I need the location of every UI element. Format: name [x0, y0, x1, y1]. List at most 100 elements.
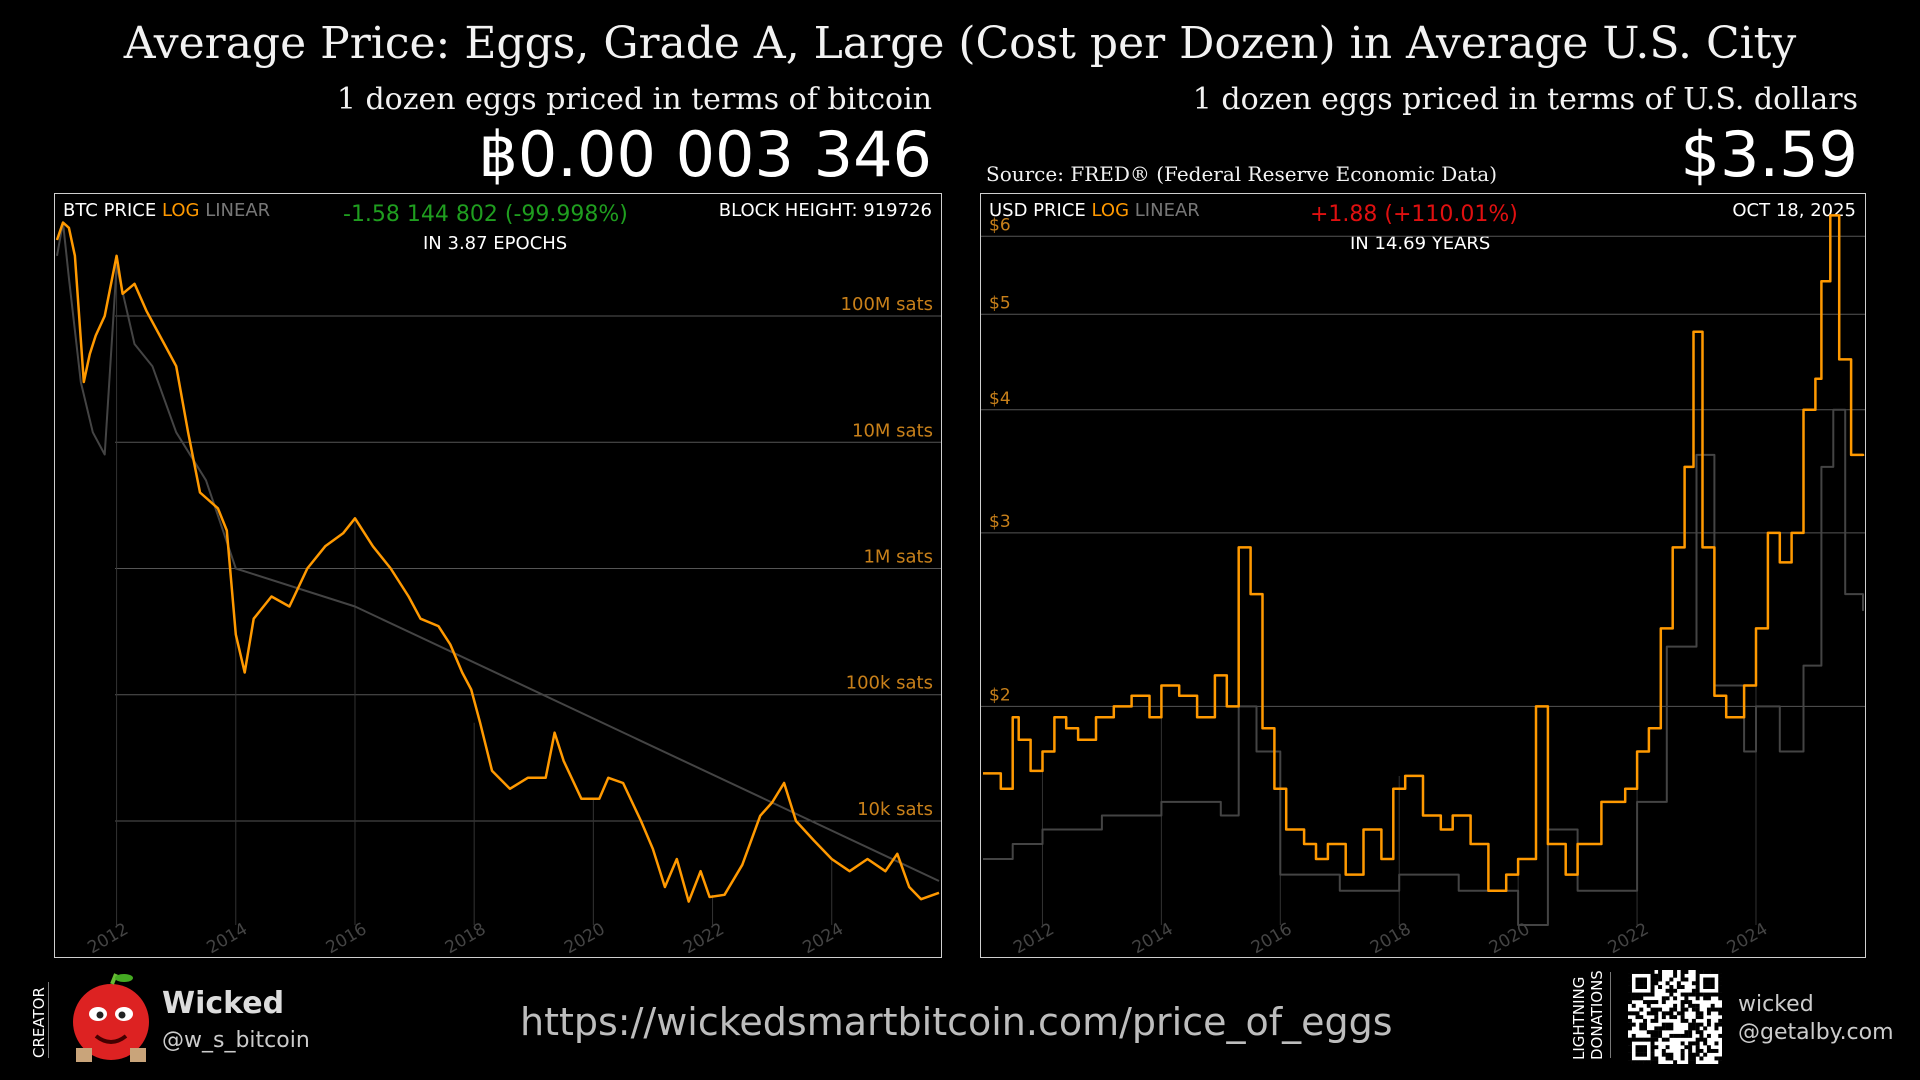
qr-module [1646, 1030, 1651, 1035]
qr-module [1665, 1037, 1670, 1042]
qr-module [1643, 1026, 1647, 1031]
qr-module [1646, 970, 1651, 974]
qr-module [1699, 1037, 1704, 1042]
x-tick-label: 2024 [799, 919, 846, 957]
qr-module [1631, 996, 1636, 1001]
qr-module [1643, 985, 1647, 989]
qr-module [1680, 1033, 1685, 1038]
qr-module [1669, 1052, 1674, 1057]
qr-module [1688, 1033, 1693, 1038]
qr-module [1680, 1048, 1685, 1053]
qr-module [1665, 1045, 1670, 1050]
qr-module [1628, 1048, 1632, 1053]
x-tick-label: 2024 [1724, 919, 1771, 957]
lightning-user: wicked [1738, 992, 1814, 1017]
qr-module [1695, 1007, 1700, 1012]
qr-module [1710, 1007, 1715, 1012]
creator-handle[interactable]: @w_s_bitcoin [162, 1028, 310, 1053]
qr-module [1680, 992, 1685, 997]
usd-change: +1.88 (+110.01%) [1310, 202, 1518, 227]
qr-module [1673, 1007, 1678, 1012]
qr-module [1710, 977, 1715, 982]
qr-module [1661, 1026, 1666, 1031]
qr-module [1684, 1045, 1689, 1050]
qr-module [1718, 981, 1722, 986]
qr-module [1669, 1015, 1674, 1020]
qr-module [1688, 1026, 1693, 1031]
qr-module [1650, 992, 1655, 997]
qr-module [1688, 1048, 1693, 1053]
qr-code-icon[interactable] [1628, 970, 1722, 1064]
qr-module [1669, 1011, 1674, 1016]
btc-scale-toggle[interactable]: BTC PRICE LOG LINEAR [63, 200, 270, 221]
qr-module [1628, 1022, 1632, 1027]
qr-module [1688, 1003, 1693, 1008]
qr-module [1673, 970, 1678, 974]
qr-module [1703, 1037, 1708, 1042]
qr-module [1654, 1060, 1659, 1064]
qr-module [1643, 1037, 1647, 1042]
avatar [73, 973, 149, 1062]
qr-module [1706, 977, 1711, 982]
qr-module [1718, 970, 1722, 974]
qr-module [1706, 1022, 1711, 1027]
qr-module [1710, 1048, 1715, 1053]
x-tick-label: 2018 [1367, 919, 1414, 957]
qr-module [1703, 977, 1708, 982]
qr-module [1673, 1003, 1678, 1008]
qr-module [1669, 988, 1674, 993]
qr-module [1714, 1041, 1719, 1046]
page-url-link[interactable]: https://wickedsmartbitcoin.com/price_of_… [520, 1000, 1393, 1044]
btc-price: ฿0.00 003 346 [478, 118, 932, 191]
y-tick-label: $2 [989, 685, 1011, 705]
usd-log-option[interactable]: LOG [1091, 200, 1130, 221]
qr-module [1695, 1045, 1700, 1050]
qr-module [1628, 985, 1632, 989]
qr-module [1650, 1018, 1655, 1023]
qr-module [1654, 973, 1659, 978]
qr-module [1691, 1003, 1696, 1008]
qr-module [1706, 1045, 1711, 1050]
qr-module [1665, 1026, 1670, 1031]
qr-module [1643, 977, 1647, 982]
qr-module [1691, 1007, 1696, 1012]
qr-module [1695, 977, 1700, 982]
usd-linear-option[interactable]: LINEAR [1134, 200, 1200, 221]
qr-module [1635, 985, 1640, 989]
qr-module [1650, 1030, 1655, 1035]
usd-scale-label: USD PRICE [989, 200, 1086, 221]
qr-module [1695, 981, 1700, 986]
usd-scale-toggle[interactable]: USD PRICE LOG LINEAR [989, 200, 1200, 221]
qr-module [1635, 1048, 1640, 1053]
qr-module [1680, 985, 1685, 989]
qr-module [1628, 1052, 1632, 1057]
qr-module [1654, 1033, 1659, 1038]
qr-module [1714, 970, 1719, 974]
x-tick-label: 2014 [204, 919, 251, 957]
x-tick-label: 2022 [680, 919, 727, 957]
qr-module [1639, 996, 1644, 1001]
qr-module [1673, 1060, 1678, 1064]
qr-module [1703, 992, 1708, 997]
btc-scale-label: BTC PRICE [63, 200, 157, 221]
btc-log-option[interactable]: LOG [161, 200, 200, 221]
qr-module [1680, 1052, 1685, 1057]
btc-chart-panel [54, 193, 942, 958]
qr-module [1718, 988, 1722, 993]
qr-module [1710, 970, 1715, 974]
qr-module [1714, 1022, 1719, 1027]
qr-module [1658, 973, 1663, 978]
qr-module [1658, 985, 1663, 989]
qr-module [1650, 1037, 1655, 1042]
qr-module [1695, 970, 1700, 974]
qr-module [1658, 1026, 1663, 1031]
qr-module [1703, 1041, 1708, 1046]
qr-module [1628, 1045, 1632, 1050]
qr-module [1718, 1022, 1722, 1027]
qr-module [1654, 1015, 1659, 1020]
y-tick-label: 100k sats [846, 673, 933, 694]
qr-module [1639, 970, 1644, 974]
btc-linear-option[interactable]: LINEAR [205, 200, 271, 221]
qr-module [1703, 970, 1708, 974]
qr-module [1650, 985, 1655, 989]
